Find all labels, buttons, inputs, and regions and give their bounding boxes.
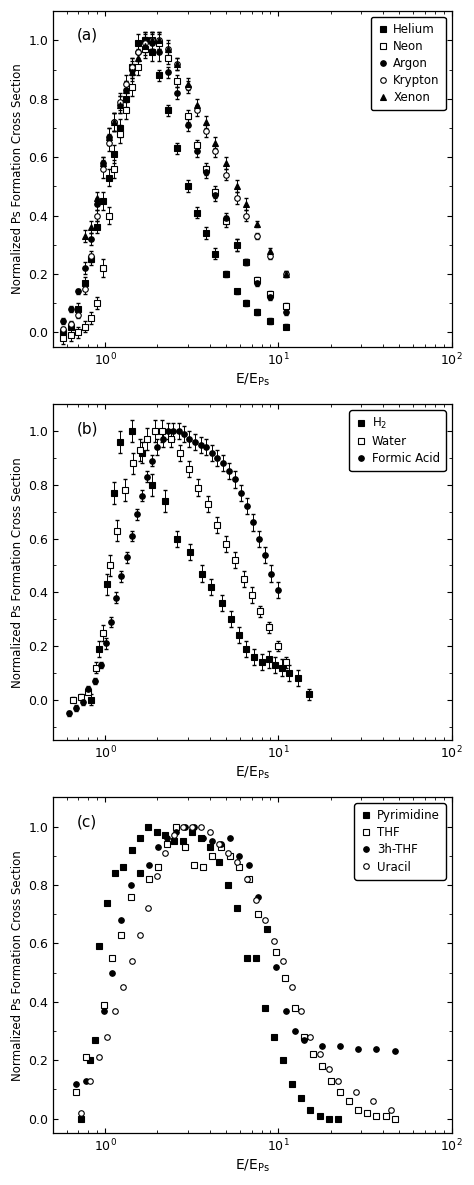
X-axis label: E/E$_{\mathrm{Ps}}$: E/E$_{\mathrm{Ps}}$ [235, 371, 270, 387]
Y-axis label: Normalized Ps Formation Cross Section: Normalized Ps Formation Cross Section [11, 64, 24, 294]
Text: (b): (b) [77, 421, 99, 436]
Y-axis label: Normalized Ps Formation Cross Section: Normalized Ps Formation Cross Section [11, 850, 24, 1081]
Legend: Helium, Neon, Argon, Krypton, Xenon: Helium, Neon, Argon, Krypton, Xenon [371, 17, 446, 110]
Text: (c): (c) [77, 814, 97, 829]
X-axis label: E/E$_{\mathrm{Ps}}$: E/E$_{\mathrm{Ps}}$ [235, 1158, 270, 1174]
X-axis label: E/E$_{\mathrm{Ps}}$: E/E$_{\mathrm{Ps}}$ [235, 764, 270, 781]
Text: (a): (a) [77, 28, 98, 43]
Legend: Pyrimidine, THF, 3h-THF, Uracil: Pyrimidine, THF, 3h-THF, Uracil [355, 803, 446, 879]
Y-axis label: Normalized Ps Formation Cross Section: Normalized Ps Formation Cross Section [11, 456, 24, 687]
Legend: H$_2$, Water, Formic Acid: H$_2$, Water, Formic Acid [349, 410, 446, 472]
